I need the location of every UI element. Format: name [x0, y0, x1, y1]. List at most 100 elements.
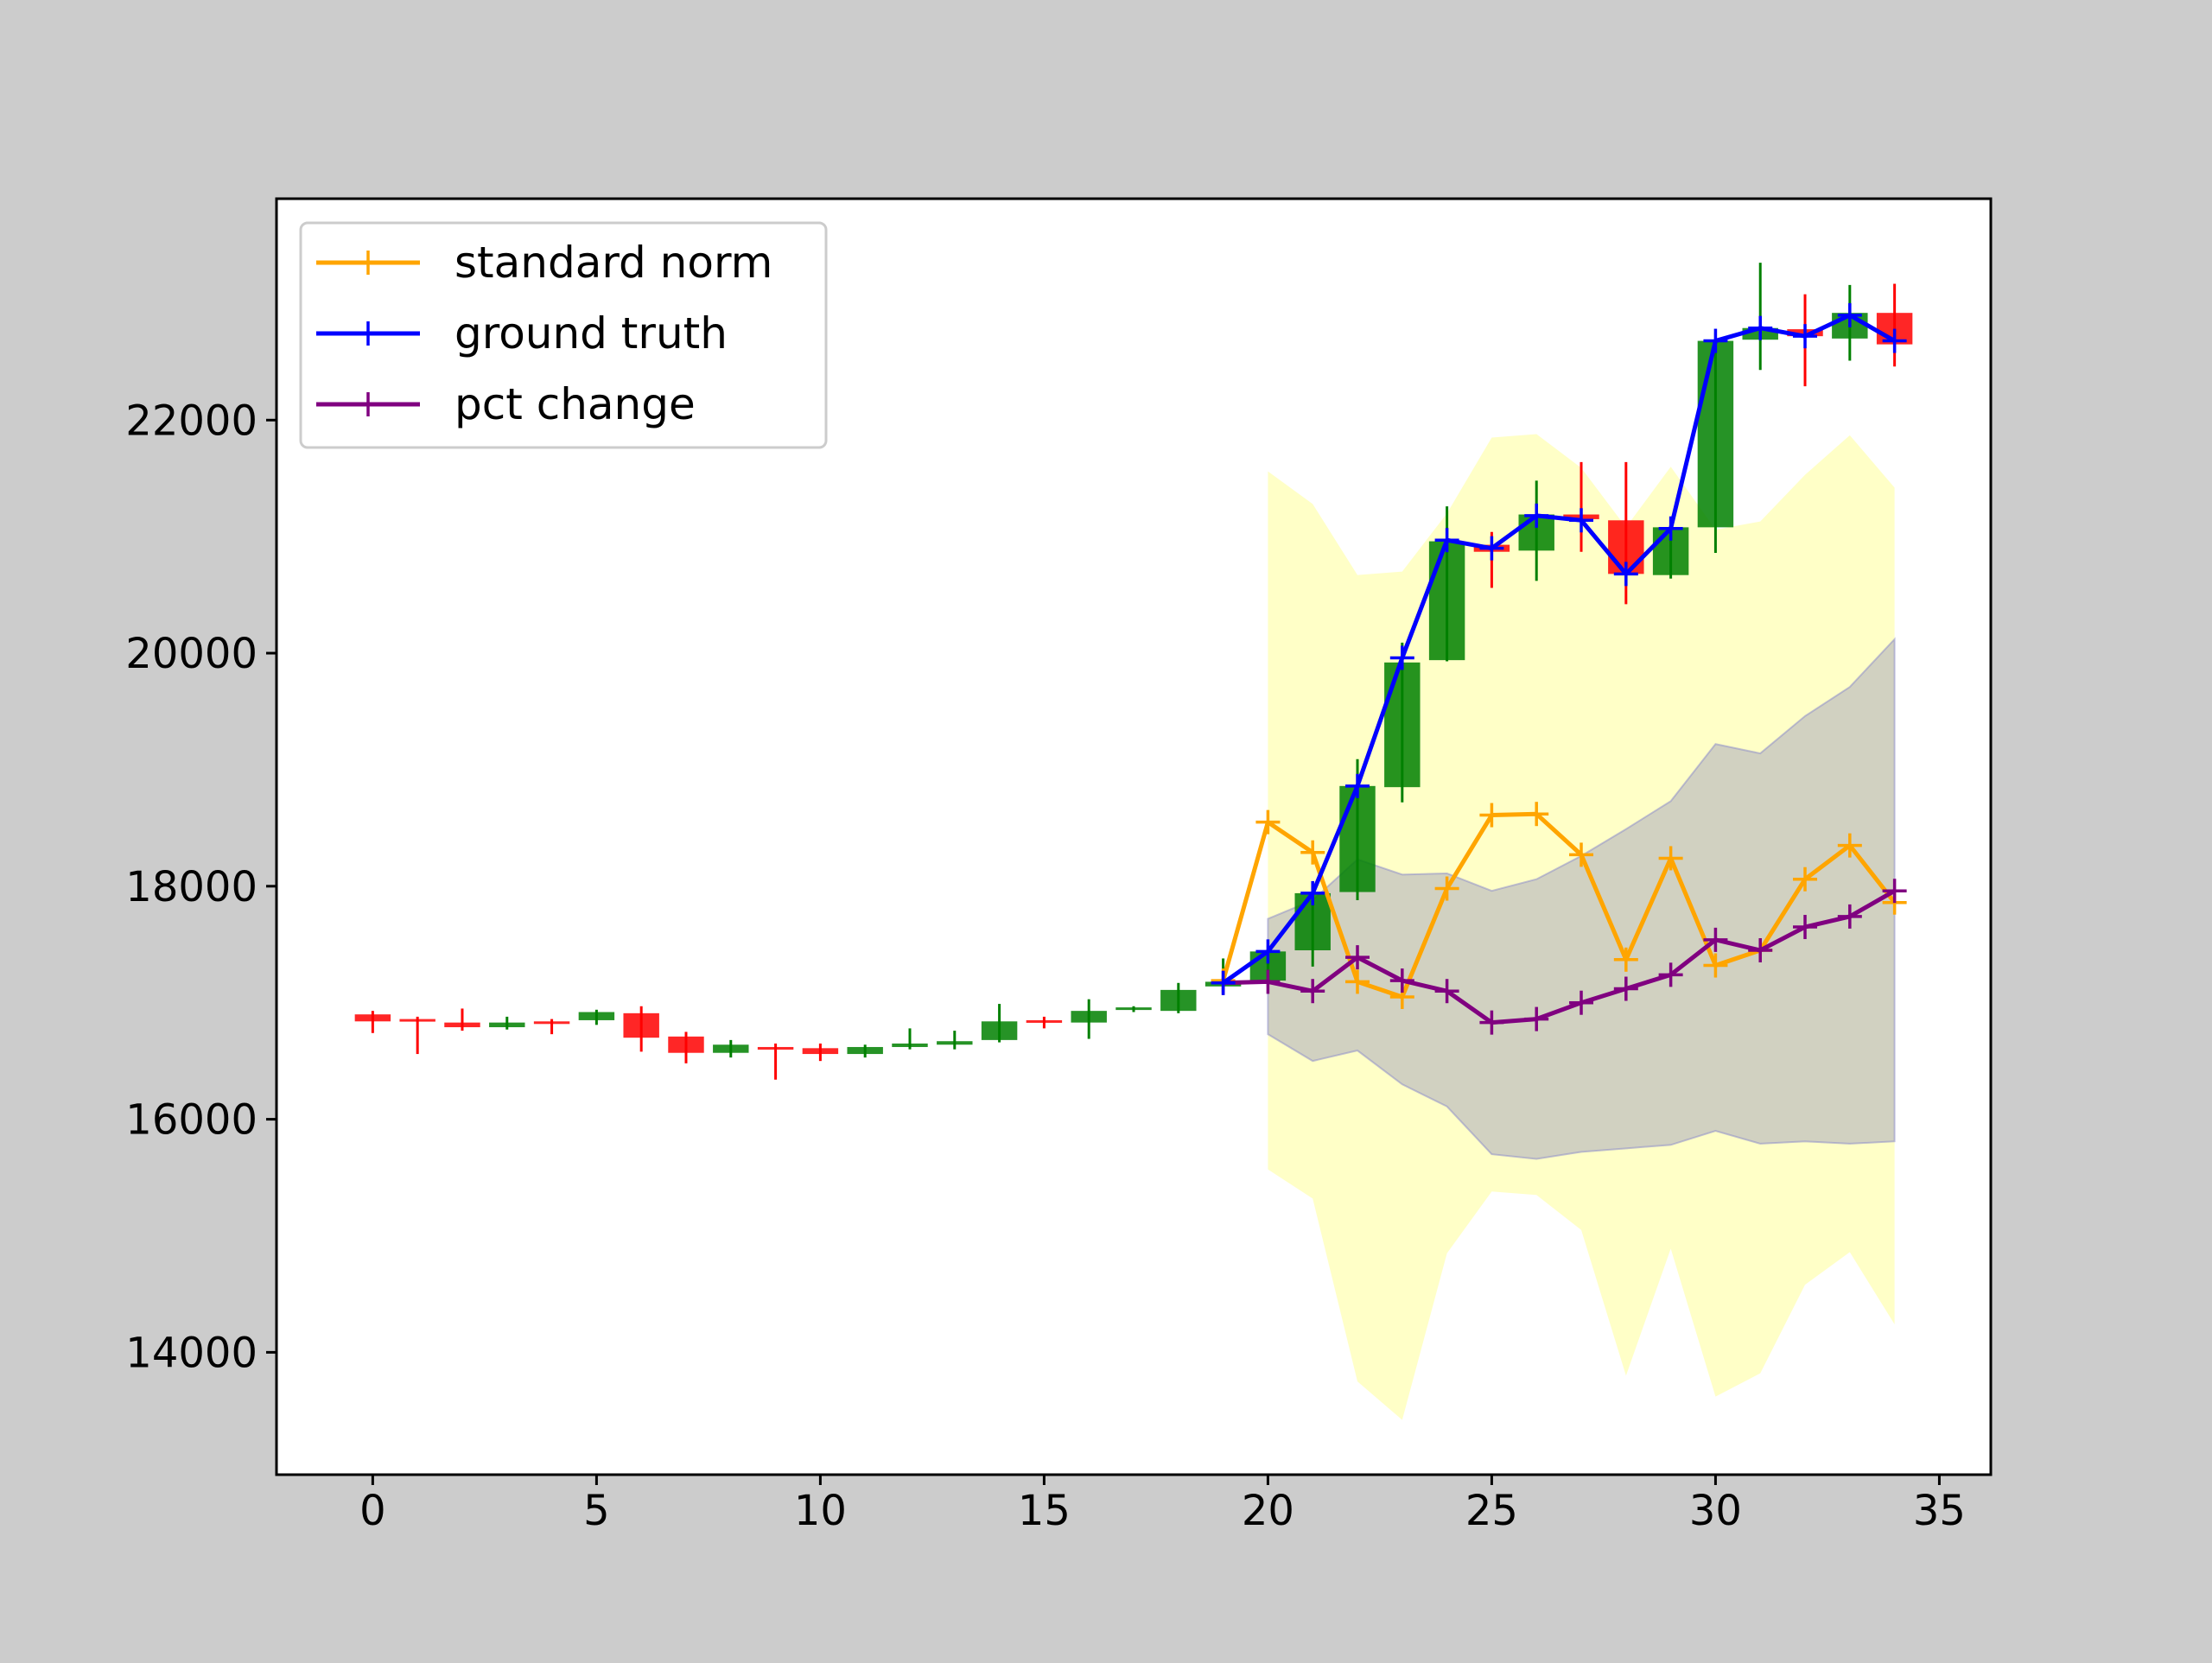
candle-body [847, 1046, 883, 1055]
legend-label: pct change [454, 379, 696, 429]
data-point [1837, 904, 1862, 929]
data-point [1345, 945, 1370, 970]
candle-body [533, 1021, 570, 1025]
data-point [1255, 809, 1281, 835]
candle [1026, 1016, 1063, 1029]
x-tick-label: 10 [794, 1487, 847, 1535]
candle-body [1428, 541, 1465, 661]
legend-item: pct change [316, 379, 696, 429]
data-point [1255, 969, 1281, 994]
y-axis-ticks: 14000 16000 18000 20000 22000 [125, 397, 276, 1377]
candle-body [981, 1021, 1018, 1040]
data-point [1345, 969, 1370, 994]
x-tick-label: 35 [1913, 1487, 1966, 1535]
data-point [1524, 1006, 1549, 1031]
candle-body [1116, 1007, 1152, 1011]
legend-item: standard norm [316, 238, 772, 288]
data-point [1793, 866, 1818, 892]
x-tick-label: 25 [1465, 1487, 1518, 1535]
candle-body [1026, 1019, 1063, 1023]
legend-label: ground truth [454, 308, 728, 359]
candle [354, 1011, 391, 1033]
data-point [1255, 939, 1281, 964]
candle-body [713, 1044, 749, 1053]
series-lines [1211, 302, 1907, 1035]
data-point [1524, 802, 1549, 827]
data-point [1703, 328, 1728, 353]
data-point [1658, 516, 1683, 541]
data-point [1434, 876, 1459, 901]
data-point [1300, 880, 1325, 905]
data-point [1837, 302, 1862, 327]
data-point [1748, 938, 1773, 963]
data-point [1658, 846, 1683, 871]
candle-body [802, 1048, 839, 1055]
band-inner [1267, 637, 1896, 1160]
data-point [1434, 528, 1459, 553]
y-tick-label: 16000 [125, 1096, 257, 1145]
candle [1697, 333, 1734, 554]
data-point [1434, 979, 1459, 1004]
data-point [1837, 833, 1862, 858]
candle-body [444, 1022, 480, 1028]
y-tick-label: 22000 [125, 397, 257, 445]
plot-frame [275, 197, 1993, 1476]
candle [1160, 982, 1197, 1013]
candle [892, 1028, 928, 1050]
data-point [1569, 990, 1594, 1015]
candle-body [1071, 1011, 1107, 1023]
candle [444, 1008, 480, 1031]
y-tick-label: 14000 [125, 1329, 257, 1377]
candle-body [399, 1019, 435, 1022]
candle [981, 1004, 1018, 1043]
data-point [1703, 953, 1728, 978]
data-point [1613, 947, 1638, 972]
data-point [1793, 324, 1818, 349]
data-point [1569, 508, 1594, 533]
data-point [1748, 315, 1773, 340]
x-axis-ticks: 0 5 10 15 20 25 30 35 [359, 1475, 1966, 1535]
data-point [1703, 927, 1728, 952]
data-point [1479, 536, 1504, 561]
candle [533, 1019, 570, 1035]
uncertainty-bands [1267, 434, 1896, 1420]
candle-body [757, 1046, 794, 1050]
data-point [1345, 773, 1370, 798]
candle-body [578, 1012, 615, 1020]
band-outer [1268, 434, 1895, 1420]
series-pct-change [1211, 879, 1907, 1035]
y-tick-label: 20000 [125, 630, 257, 678]
x-tick-label: 20 [1242, 1487, 1294, 1535]
candle-body [623, 1012, 659, 1038]
data-point [1389, 968, 1414, 993]
candle [578, 1009, 615, 1025]
candle [802, 1043, 839, 1062]
candle-body [354, 1014, 391, 1022]
legend-item: ground truth [316, 308, 728, 359]
data-point [1524, 503, 1549, 528]
x-tick-label: 30 [1689, 1487, 1742, 1535]
data-point [1569, 842, 1594, 867]
series-line [1221, 811, 1897, 1000]
candle [399, 1016, 435, 1055]
legend-box [299, 221, 828, 449]
candle [1071, 999, 1107, 1039]
candle-body [1697, 340, 1734, 528]
candle [713, 1039, 749, 1058]
candle [1116, 1006, 1152, 1012]
data-point [1300, 840, 1325, 865]
data-point [1613, 976, 1638, 1001]
legend: standard norm ground truth pct change [299, 221, 828, 449]
data-point [1211, 970, 1236, 995]
candle-body [489, 1022, 525, 1028]
y-tick-label: 18000 [125, 863, 257, 911]
data-point [1389, 645, 1414, 670]
data-point [1882, 879, 1907, 904]
candle [489, 1016, 525, 1030]
series-line [1222, 313, 1896, 985]
candle-body [892, 1043, 928, 1047]
series-line [1223, 889, 1896, 1025]
x-tick-label: 5 [583, 1487, 610, 1535]
candle [847, 1044, 883, 1058]
